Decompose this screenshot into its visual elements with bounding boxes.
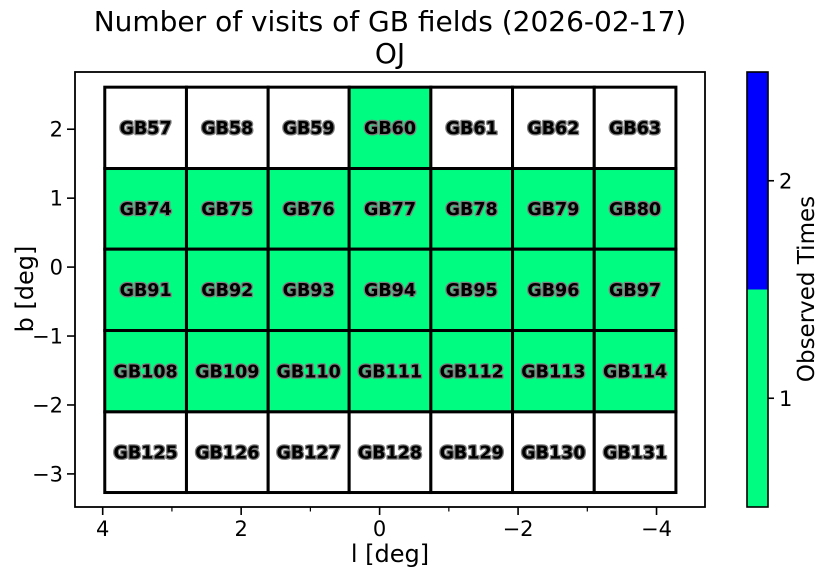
grid-cell: GB75: [184, 167, 270, 251]
field-label: GB96: [527, 281, 579, 301]
x-tick-label: 4: [96, 517, 109, 541]
field-label: GB62: [527, 119, 579, 139]
grid-cell: GB96: [511, 247, 596, 333]
grid-cell: GB113: [511, 329, 596, 414]
grid-cell: GB108: [103, 329, 188, 414]
grid-cell: GB112: [429, 329, 515, 414]
grid-cell: GB97: [592, 247, 678, 333]
colorbar-frame: [746, 71, 769, 508]
field-label: GB113: [521, 362, 585, 382]
y-tick-label: −1: [32, 325, 63, 349]
grid-cell: GB74: [103, 167, 188, 251]
x-tick-label: 2: [234, 517, 247, 541]
field-label: GB111: [358, 362, 422, 382]
grid-cell: GB60: [347, 85, 433, 171]
field-label: GB112: [440, 362, 504, 382]
field-label: GB109: [195, 362, 259, 382]
field-label: GB91: [120, 281, 172, 301]
field-label: GB57: [120, 119, 172, 139]
field-label: GB131: [603, 443, 667, 463]
field-label: GB63: [609, 119, 661, 139]
colorbar-segment: [747, 72, 768, 290]
field-label: GB108: [113, 362, 177, 382]
field-label: GB125: [113, 443, 177, 463]
grid-cell: GB59: [266, 85, 351, 171]
grid-cell: GB91: [103, 247, 188, 333]
field-label: GB94: [364, 281, 416, 301]
grid-cell: GB57: [103, 85, 188, 171]
field-label: GB92: [201, 281, 253, 301]
grid-cell: GB131: [592, 410, 678, 495]
grid-cell: GB126: [184, 410, 270, 495]
colorbar-tick-label: 1: [779, 387, 792, 411]
field-label: GB110: [277, 362, 341, 382]
field-label: GB114: [603, 362, 667, 382]
grid-cell: GB58: [184, 85, 270, 171]
y-tick-label: −3: [32, 462, 63, 486]
field-label: GB126: [195, 443, 259, 463]
field-label: GB74: [120, 200, 172, 220]
field-label: GB80: [609, 200, 661, 220]
field-label: GB95: [446, 281, 498, 301]
grid-cell: GB127: [266, 410, 351, 495]
x-tick-label: 0: [373, 517, 386, 541]
grid-cell: GB61: [429, 85, 515, 171]
axes-frame: [74, 71, 706, 508]
field-label: GB128: [358, 443, 422, 463]
grid-cell: GB79: [511, 167, 596, 251]
y-axis-label: b [deg]: [11, 245, 39, 333]
grid-cell: GB111: [347, 329, 433, 414]
field-label: GB130: [521, 443, 585, 463]
field-label: GB60: [364, 119, 416, 139]
field-label: GB61: [446, 119, 498, 139]
y-tick-label: 2: [50, 118, 63, 142]
field-label: GB93: [283, 281, 335, 301]
field-label: GB129: [440, 443, 504, 463]
grid-cell: GB93: [266, 247, 351, 333]
grid-cell: GB63: [592, 85, 678, 171]
grid-cell: GB94: [347, 247, 433, 333]
field-label: GB79: [527, 200, 579, 220]
field-label: GB75: [201, 200, 253, 220]
grid-cell: GB129: [429, 410, 515, 495]
y-tick-label: −2: [32, 393, 63, 417]
grid-cell: GB110: [266, 329, 351, 414]
chart-subtitle: OJ: [374, 37, 406, 70]
grid-cell: GB128: [347, 410, 433, 495]
grid-cell: GB109: [184, 329, 270, 414]
grid-cell: GB77: [347, 167, 433, 251]
x-axis-label: l [deg]: [350, 540, 430, 568]
field-label: GB97: [609, 281, 661, 301]
grid-cell: GB76: [266, 167, 351, 251]
field-label: GB77: [364, 200, 416, 220]
field-label: GB78: [446, 200, 498, 220]
y-tick-label: 1: [50, 187, 63, 211]
grid-cell: GB95: [429, 247, 515, 333]
x-tick-label: −4: [641, 517, 672, 541]
x-tick-label: −2: [503, 517, 534, 541]
field-label: GB76: [283, 200, 335, 220]
chart-title: Number of visits of GB fields (2026-02-1…: [93, 5, 687, 38]
colorbar-label: Observed Times: [794, 195, 820, 383]
grid-cell: GB80: [592, 167, 678, 251]
grid-cell: GB62: [511, 85, 596, 171]
grid-cell: GB114: [592, 329, 678, 414]
colorbar-segment: [747, 289, 768, 507]
grid-cell: GB125: [103, 410, 188, 495]
grid-cell: GB92: [184, 247, 270, 333]
field-label: GB59: [283, 119, 335, 139]
colorbar-tick-label: 2: [779, 169, 792, 193]
field-label: GB127: [277, 443, 341, 463]
grid-cell: GB130: [511, 410, 596, 495]
field-label: GB58: [201, 119, 253, 139]
grid-cell: GB78: [429, 167, 515, 251]
y-tick-label: 0: [50, 256, 63, 280]
